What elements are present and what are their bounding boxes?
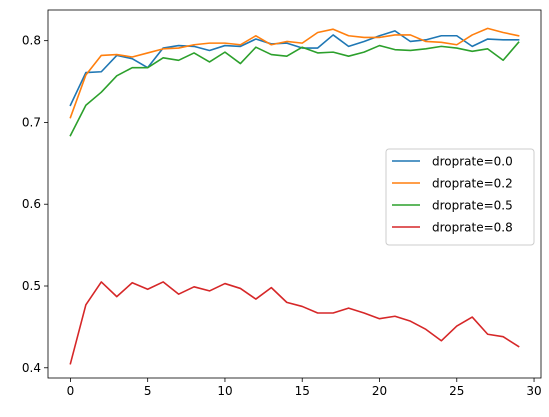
y-axis: 0.4 0.5 0.6 0.7 0.8 — [22, 34, 48, 375]
x-axis: 0 5 10 15 20 25 30 — [67, 378, 542, 398]
y-tick-label-0: 0.4 — [22, 361, 41, 375]
legend-label-0: droprate=0.0 — [432, 155, 513, 169]
x-tick-label-5: 25 — [449, 384, 464, 398]
x-tick-label-6: 30 — [526, 384, 541, 398]
series-line-0 — [69, 30, 520, 107]
x-tick-label-0: 0 — [67, 384, 75, 398]
x-tick-label-2: 10 — [217, 384, 232, 398]
x-tick-label-4: 20 — [372, 384, 387, 398]
x-tick-label-1: 5 — [144, 384, 152, 398]
legend-frame — [385, 148, 535, 246]
legend-label-1: droprate=0.2 — [432, 177, 513, 191]
y-tick-label-3: 0.7 — [22, 115, 41, 129]
series-line-3 — [69, 281, 520, 365]
plot-frame — [47, 9, 542, 379]
series-line-2 — [69, 41, 520, 137]
series-line-1 — [69, 27, 520, 119]
legend-label-2: droprate=0.5 — [432, 199, 513, 213]
y-tick-label-4: 0.8 — [22, 34, 41, 48]
legend-label-3: droprate=0.8 — [432, 221, 513, 235]
x-tick-label-3: 15 — [295, 384, 310, 398]
y-tick-label-1: 0.5 — [22, 279, 41, 293]
y-tick-label-2: 0.6 — [22, 197, 41, 211]
legend: droprate=0.0 droprate=0.2 droprate=0.5 drop… — [385, 148, 535, 246]
series-layer — [69, 27, 520, 365]
